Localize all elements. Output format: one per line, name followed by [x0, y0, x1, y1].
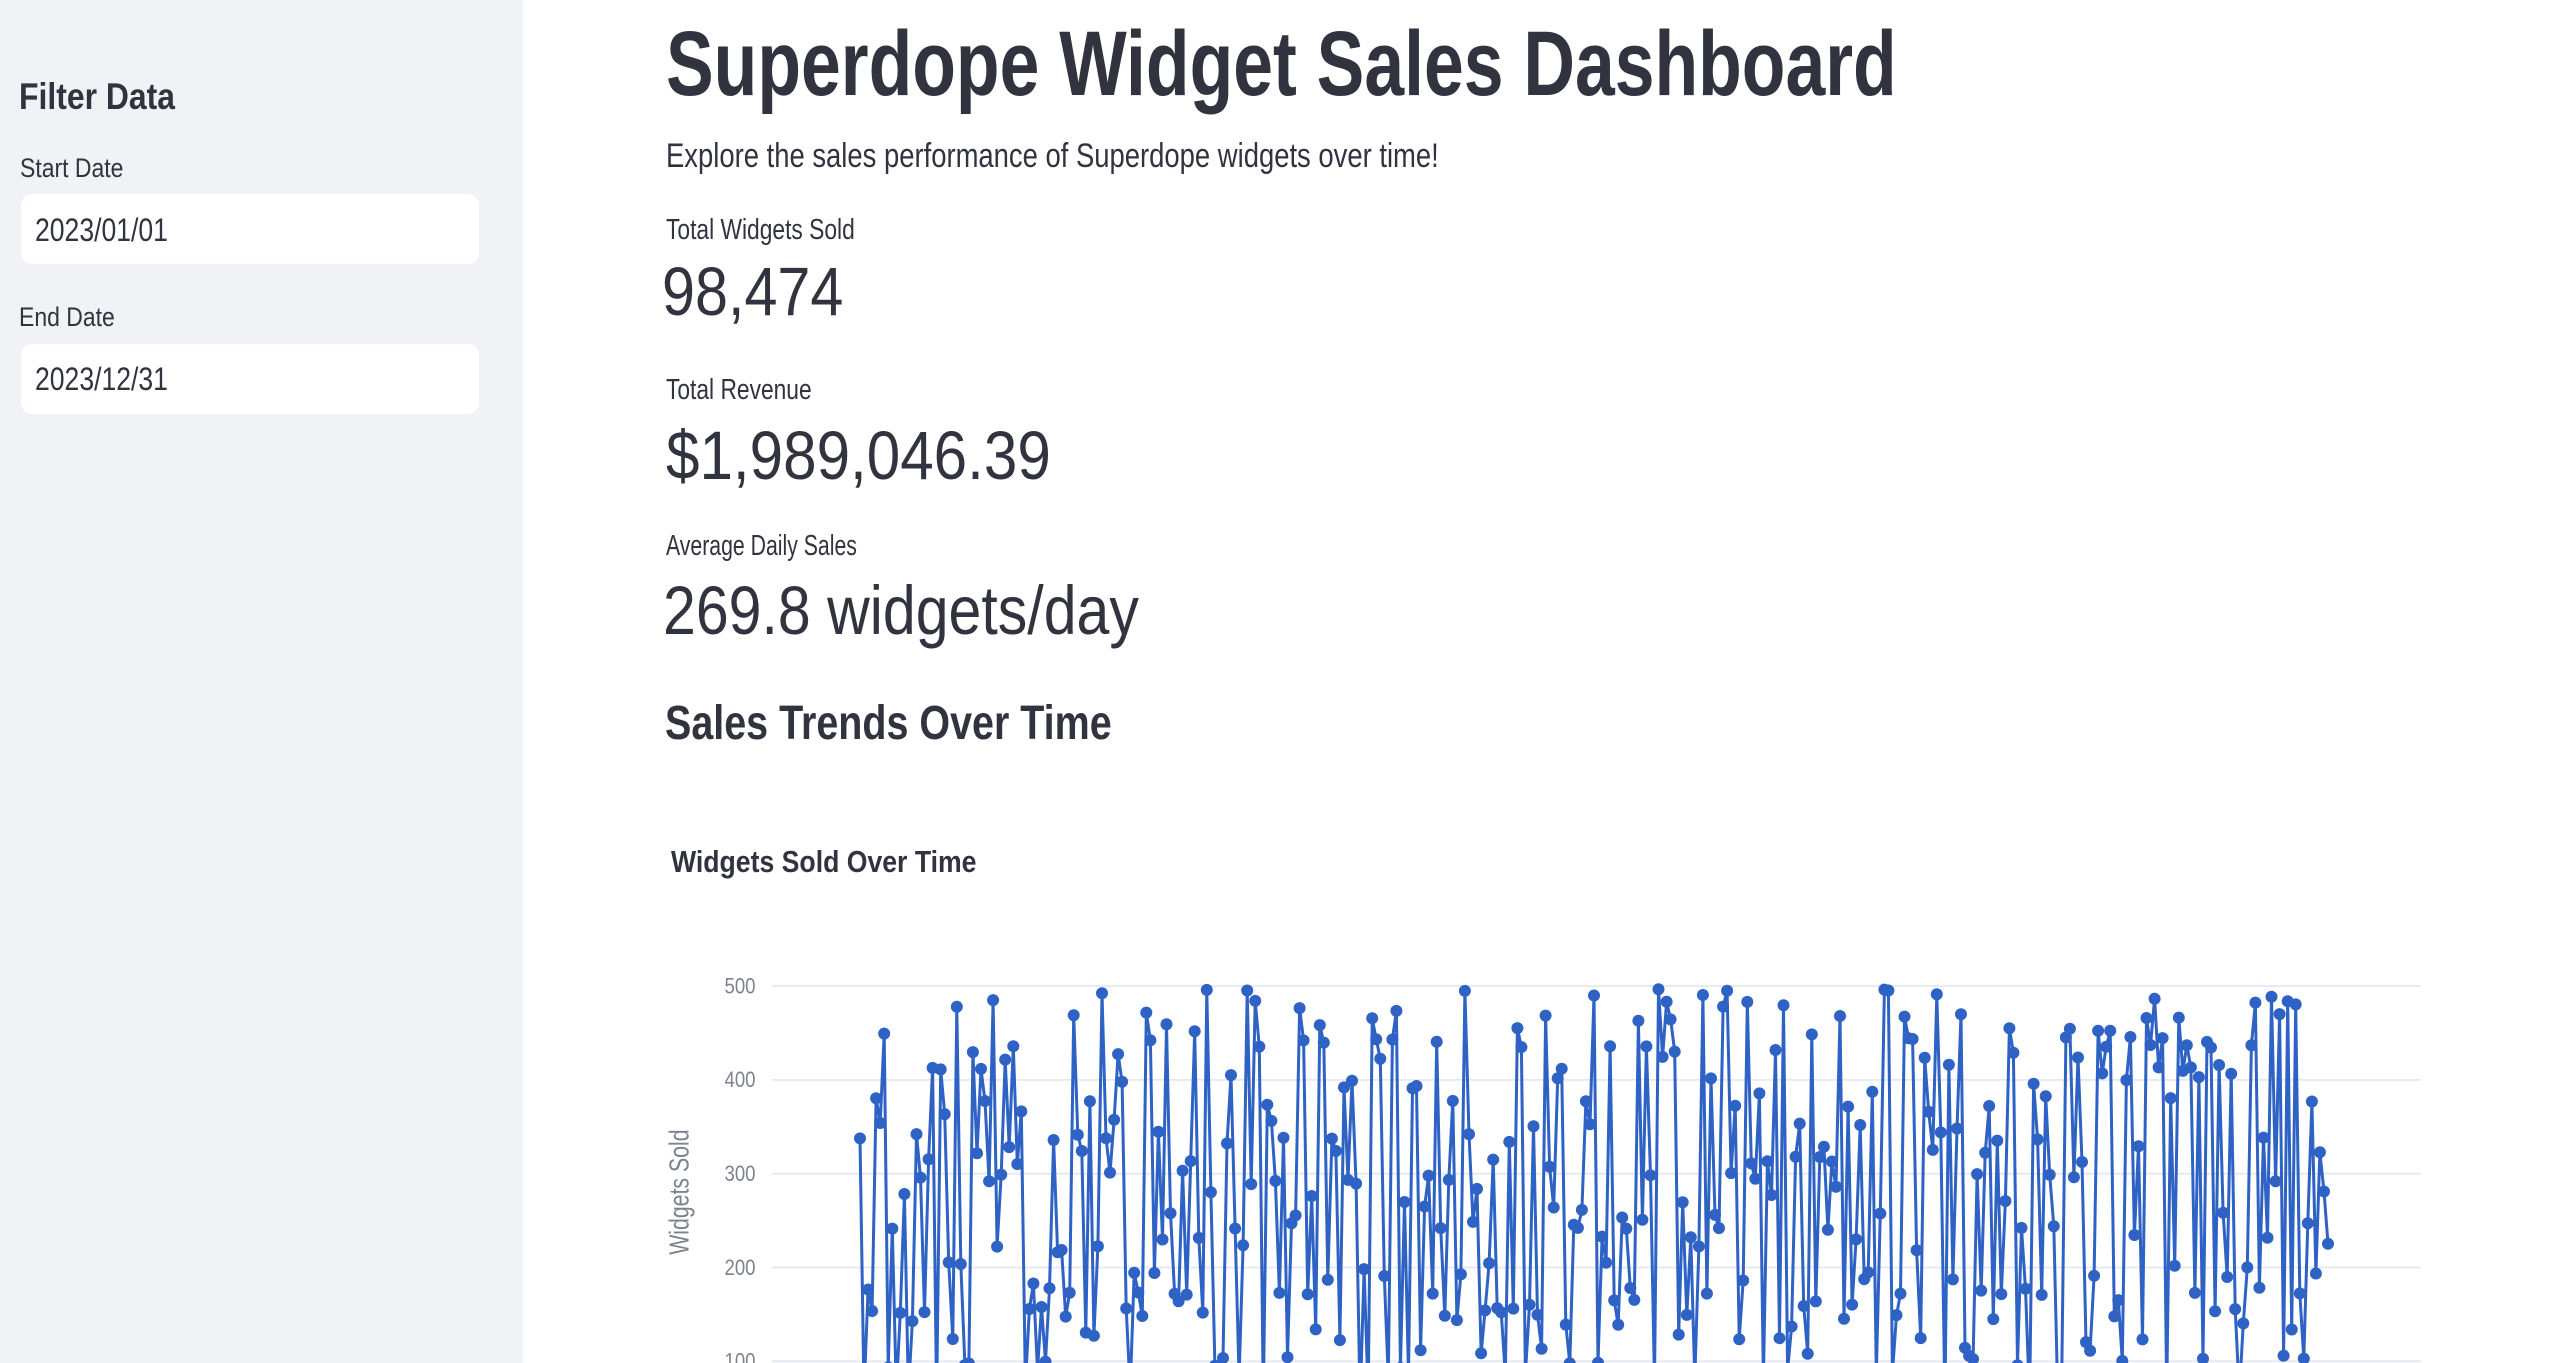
svg-text:400: 400	[725, 1067, 756, 1092]
svg-text:500: 500	[725, 973, 756, 998]
svg-text:200: 200	[725, 1255, 756, 1280]
svg-text:100: 100	[725, 1349, 756, 1363]
svg-text:Widgets Sold: Widgets Sold	[664, 1129, 695, 1254]
svg-text:300: 300	[725, 1161, 756, 1186]
